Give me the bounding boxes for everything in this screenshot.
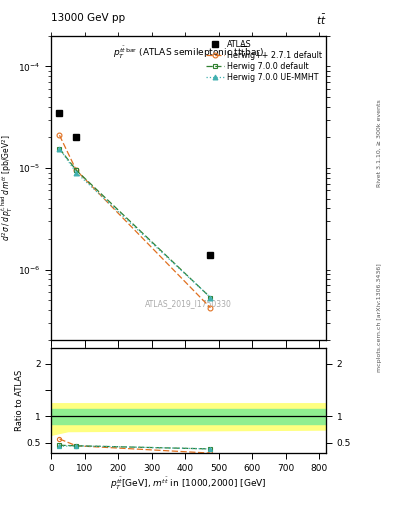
Herwig 7.0.0 UE-MMHT xyxy=(208,294,213,301)
Text: Rivet 3.1.10, ≥ 300k events: Rivet 3.1.10, ≥ 300k events xyxy=(377,99,382,187)
Y-axis label: $d^2\sigma\,/\,d\,p_T^{t,\mathrm{had}}\,d\,m^{t\bar{t}}$ [pb/GeV$^2$]: $d^2\sigma\,/\,d\,p_T^{t,\mathrm{had}}\,… xyxy=(0,135,15,242)
Herwig++ 2.7.1 default xyxy=(208,305,213,311)
Text: mcplots.cern.ch [arXiv:1306.3436]: mcplots.cern.ch [arXiv:1306.3436] xyxy=(377,263,382,372)
X-axis label: $p_T^{t\bar{t}}$[GeV], $m^{t\bar{t}}$ in [1000,2000] [GeV]: $p_T^{t\bar{t}}$[GeV], $m^{t\bar{t}}$ in… xyxy=(110,475,267,492)
Herwig 7.0.0 default xyxy=(208,294,213,301)
Herwig 7.0.0 default xyxy=(74,167,79,173)
Line: Herwig++ 2.7.1 default: Herwig++ 2.7.1 default xyxy=(57,133,213,310)
Herwig 7.0.0 UE-MMHT xyxy=(74,169,79,176)
Text: 13000 GeV pp: 13000 GeV pp xyxy=(51,13,125,23)
Text: $p_T^{t\bar{t}\,\mathrm{bar}}$ (ATLAS semileptonic tt$\overline{\mathrm{t}}$bar): $p_T^{t\bar{t}\,\mathrm{bar}}$ (ATLAS se… xyxy=(113,45,264,61)
Herwig 7.0.0 UE-MMHT xyxy=(57,145,62,152)
Line: Herwig 7.0.0 UE-MMHT: Herwig 7.0.0 UE-MMHT xyxy=(57,146,213,300)
Herwig++ 2.7.1 default xyxy=(74,167,79,173)
Herwig 7.0.0 default xyxy=(57,145,62,152)
Herwig++ 2.7.1 default xyxy=(57,132,62,138)
Line: Herwig 7.0.0 default: Herwig 7.0.0 default xyxy=(57,146,213,300)
Y-axis label: Ratio to ATLAS: Ratio to ATLAS xyxy=(15,370,24,431)
Text: $t\bar{t}$: $t\bar{t}$ xyxy=(316,13,326,27)
ATLAS xyxy=(208,251,213,258)
ATLAS xyxy=(74,134,79,140)
ATLAS xyxy=(57,110,62,116)
Legend: ATLAS, Herwig++ 2.7.1 default, Herwig 7.0.0 default, Herwig 7.0.0 UE-MMHT: ATLAS, Herwig++ 2.7.1 default, Herwig 7.… xyxy=(204,37,325,84)
Line: ATLAS: ATLAS xyxy=(56,110,213,258)
Text: ATLAS_2019_I1750330: ATLAS_2019_I1750330 xyxy=(145,300,232,308)
